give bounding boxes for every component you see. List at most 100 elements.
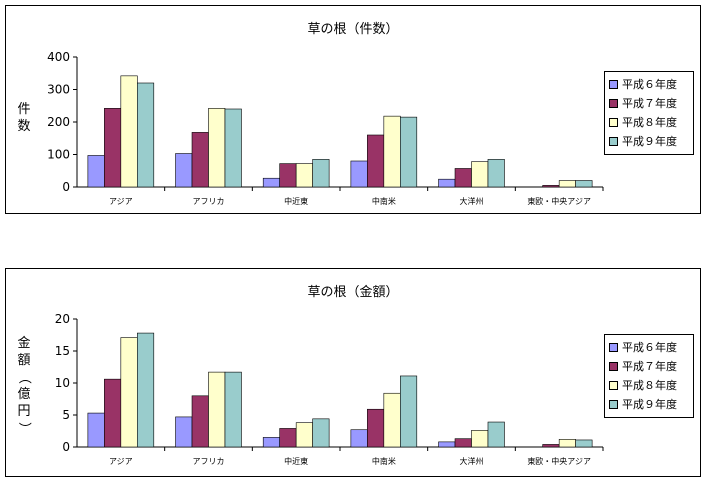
x-tick-label: 中南米 <box>372 196 396 206</box>
bar <box>471 161 489 188</box>
legend-item: 平成８年度 <box>609 113 689 132</box>
bar <box>312 159 330 188</box>
legend-item: 平成６年度 <box>609 338 689 357</box>
y-tick-label: 200 <box>47 115 70 129</box>
x-tick-label: 中近東 <box>284 196 308 206</box>
chart-title: 草の根（件数） <box>307 22 399 37</box>
legend-label: 平成７年度 <box>622 360 677 373</box>
legend-label: 平成６年度 <box>622 341 677 354</box>
bar <box>208 108 226 188</box>
x-tick-label: 大洋州 <box>460 456 484 466</box>
legend: 平成６年度平成７年度平成８年度平成９年度 <box>604 334 694 418</box>
bar <box>104 108 122 188</box>
bar <box>400 375 418 448</box>
bar <box>383 392 401 448</box>
bar <box>438 178 456 188</box>
bar <box>400 116 418 188</box>
bar <box>542 185 560 188</box>
legend-item: 平成８年度 <box>609 376 689 395</box>
y-tick-label: 100 <box>47 148 70 162</box>
bar <box>367 134 385 188</box>
y-axis-label-char: 件 <box>17 102 31 117</box>
bar <box>367 408 385 448</box>
bar <box>558 439 576 448</box>
bar <box>487 159 505 188</box>
legend-swatch <box>609 400 618 409</box>
x-tick-label: アフリカ <box>193 457 225 466</box>
legend-label: 平成９年度 <box>622 135 677 148</box>
bar <box>454 168 472 188</box>
y-tick-label: 300 <box>47 83 70 97</box>
bar <box>137 82 155 188</box>
legend-item: 平成７年度 <box>609 357 689 376</box>
legend-swatch <box>609 99 618 108</box>
legend-label: 平成６年度 <box>622 78 677 91</box>
x-tick-label: 大洋州 <box>460 196 484 206</box>
x-tick-label: アジア <box>109 457 133 466</box>
y-axis-label: 件数 <box>16 101 32 135</box>
bar <box>279 163 297 188</box>
y-tick-label: 5 <box>62 408 70 422</box>
chart-panel-count: 草の根（件数） 件数 0 100 200 300 400 アジア アフリカ 中近東 中南米 大洋州… <box>5 5 701 214</box>
bar <box>191 132 209 188</box>
plot-area: 0 100 200 300 400 アジア アフリカ 中近東 中南米 大洋州 東欧・中央アジア <box>47 50 604 206</box>
legend-swatch <box>609 80 618 89</box>
legend-item: 平成９年度 <box>609 395 689 414</box>
bar <box>542 444 560 448</box>
bar <box>350 160 368 188</box>
legend-item: 平成６年度 <box>609 75 689 94</box>
legend-item: 平成７年度 <box>609 94 689 113</box>
bar <box>224 371 242 448</box>
bar <box>454 438 472 448</box>
bar <box>87 155 105 188</box>
x-tick-label: 中南米 <box>372 456 396 466</box>
legend-swatch <box>609 118 618 127</box>
bar <box>575 439 593 448</box>
legend-label: 平成７年度 <box>622 97 677 110</box>
y-tick-label: 400 <box>47 50 70 64</box>
legend: 平成６年度平成７年度平成８年度平成９年度 <box>604 71 694 155</box>
bar <box>175 153 193 188</box>
legend-swatch <box>609 343 618 352</box>
legend-item: 平成９年度 <box>609 132 689 151</box>
chart-title: 草の根（金額） <box>307 285 399 300</box>
bar <box>137 332 155 448</box>
x-tick-label: 東欧・中央アジア <box>527 456 591 466</box>
bar <box>279 428 297 448</box>
bar <box>350 429 368 448</box>
y-tick-label: 10 <box>55 376 70 390</box>
bar <box>471 430 489 448</box>
y-tick-label: 0 <box>62 180 70 194</box>
legend-label: 平成８年度 <box>622 379 677 392</box>
plot-area: 0 5 10 15 20 アジア アフリカ 中近東 中南米 大洋州 東欧・中央アジア <box>55 312 604 466</box>
bar <box>438 441 456 448</box>
bar <box>224 108 242 188</box>
bar <box>104 378 122 448</box>
bar <box>575 180 593 188</box>
legend-label: 平成８年度 <box>622 116 677 129</box>
bar <box>87 412 105 448</box>
legend-swatch <box>609 362 618 371</box>
y-tick-label: 0 <box>62 440 70 454</box>
chart-panel-amount: 草の根（金額） 金額（億円） 0 5 10 15 20 アジア アフリカ 中近東 中南米 大洋州 東… <box>5 268 701 477</box>
legend-swatch <box>609 137 618 146</box>
bar <box>383 115 401 188</box>
bar <box>487 421 505 448</box>
y-tick-label: 15 <box>55 344 70 358</box>
y-axis-label-char: 額 <box>17 353 31 368</box>
y-tick-label: 20 <box>55 312 70 326</box>
bar <box>175 416 193 448</box>
y-axis-label-char: 億 <box>17 387 31 402</box>
bar <box>120 337 138 448</box>
x-tick-label: アフリカ <box>193 197 225 206</box>
bar <box>312 418 330 448</box>
legend-swatch <box>609 381 618 390</box>
bar <box>295 422 313 448</box>
bar <box>191 395 209 448</box>
y-axis-label: 金額（億円） <box>16 335 32 437</box>
legend-label: 平成９年度 <box>622 398 677 411</box>
bar <box>295 163 313 188</box>
bar <box>120 75 138 188</box>
x-tick-label: アジア <box>109 197 133 206</box>
x-tick-label: 中近東 <box>284 456 308 466</box>
